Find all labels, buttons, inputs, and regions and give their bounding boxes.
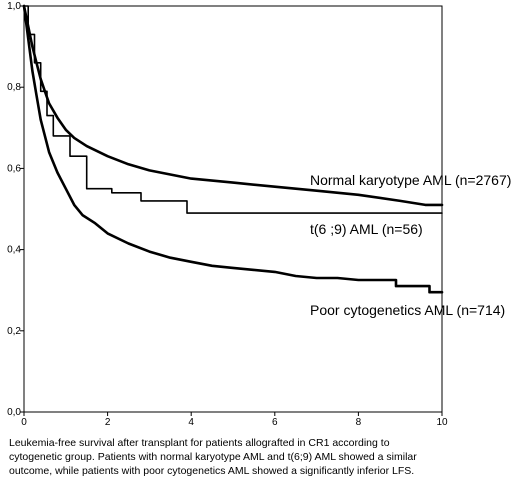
y-tick-label: 0,0 [7,407,21,418]
y-tick-label: 0,6 [7,163,21,174]
y-tick-label: 0,4 [7,245,21,256]
figure-caption: Leukemia-free survival after transplant … [9,437,417,477]
series-label-t69: t(6 ;9) AML (n=56) [310,221,423,237]
plot-frame [23,5,443,413]
series-label-normal: Normal karyotype AML (n=2767) [310,172,511,188]
x-axis-ticks: 0 2 4 6 8 10 [21,412,448,428]
series-label-poor: Poor cytogenetics AML (n=714) [310,302,505,318]
y-tick-label: 1,0 [7,1,21,12]
x-tick-label: 4 [188,417,194,428]
y-tick-label: 0,2 [7,326,21,337]
y-tick-label: 0,8 [7,82,21,93]
chart: 0,0 0,2 0,4 0,6 0,8 1,0 0 2 4 6 8 10 Normal karyot… [7,1,511,428]
series-line-1 [23,5,443,214]
x-tick-label: 10 [436,417,448,428]
chart-svg: 0,0 0,2 0,4 0,6 0,8 1,0 0 2 4 6 8 10 Normal karyot… [7,1,511,428]
x-tick-label: 6 [272,417,278,428]
series-line-0 [22,4,444,207]
series-layer [22,4,444,294]
x-tick-label: 0 [21,417,27,428]
x-tick-label: 2 [105,417,111,428]
y-axis-ticks: 0,0 0,2 0,4 0,6 0,8 1,0 [7,1,24,418]
x-tick-label: 8 [356,417,362,428]
series-line-2 [22,4,444,294]
